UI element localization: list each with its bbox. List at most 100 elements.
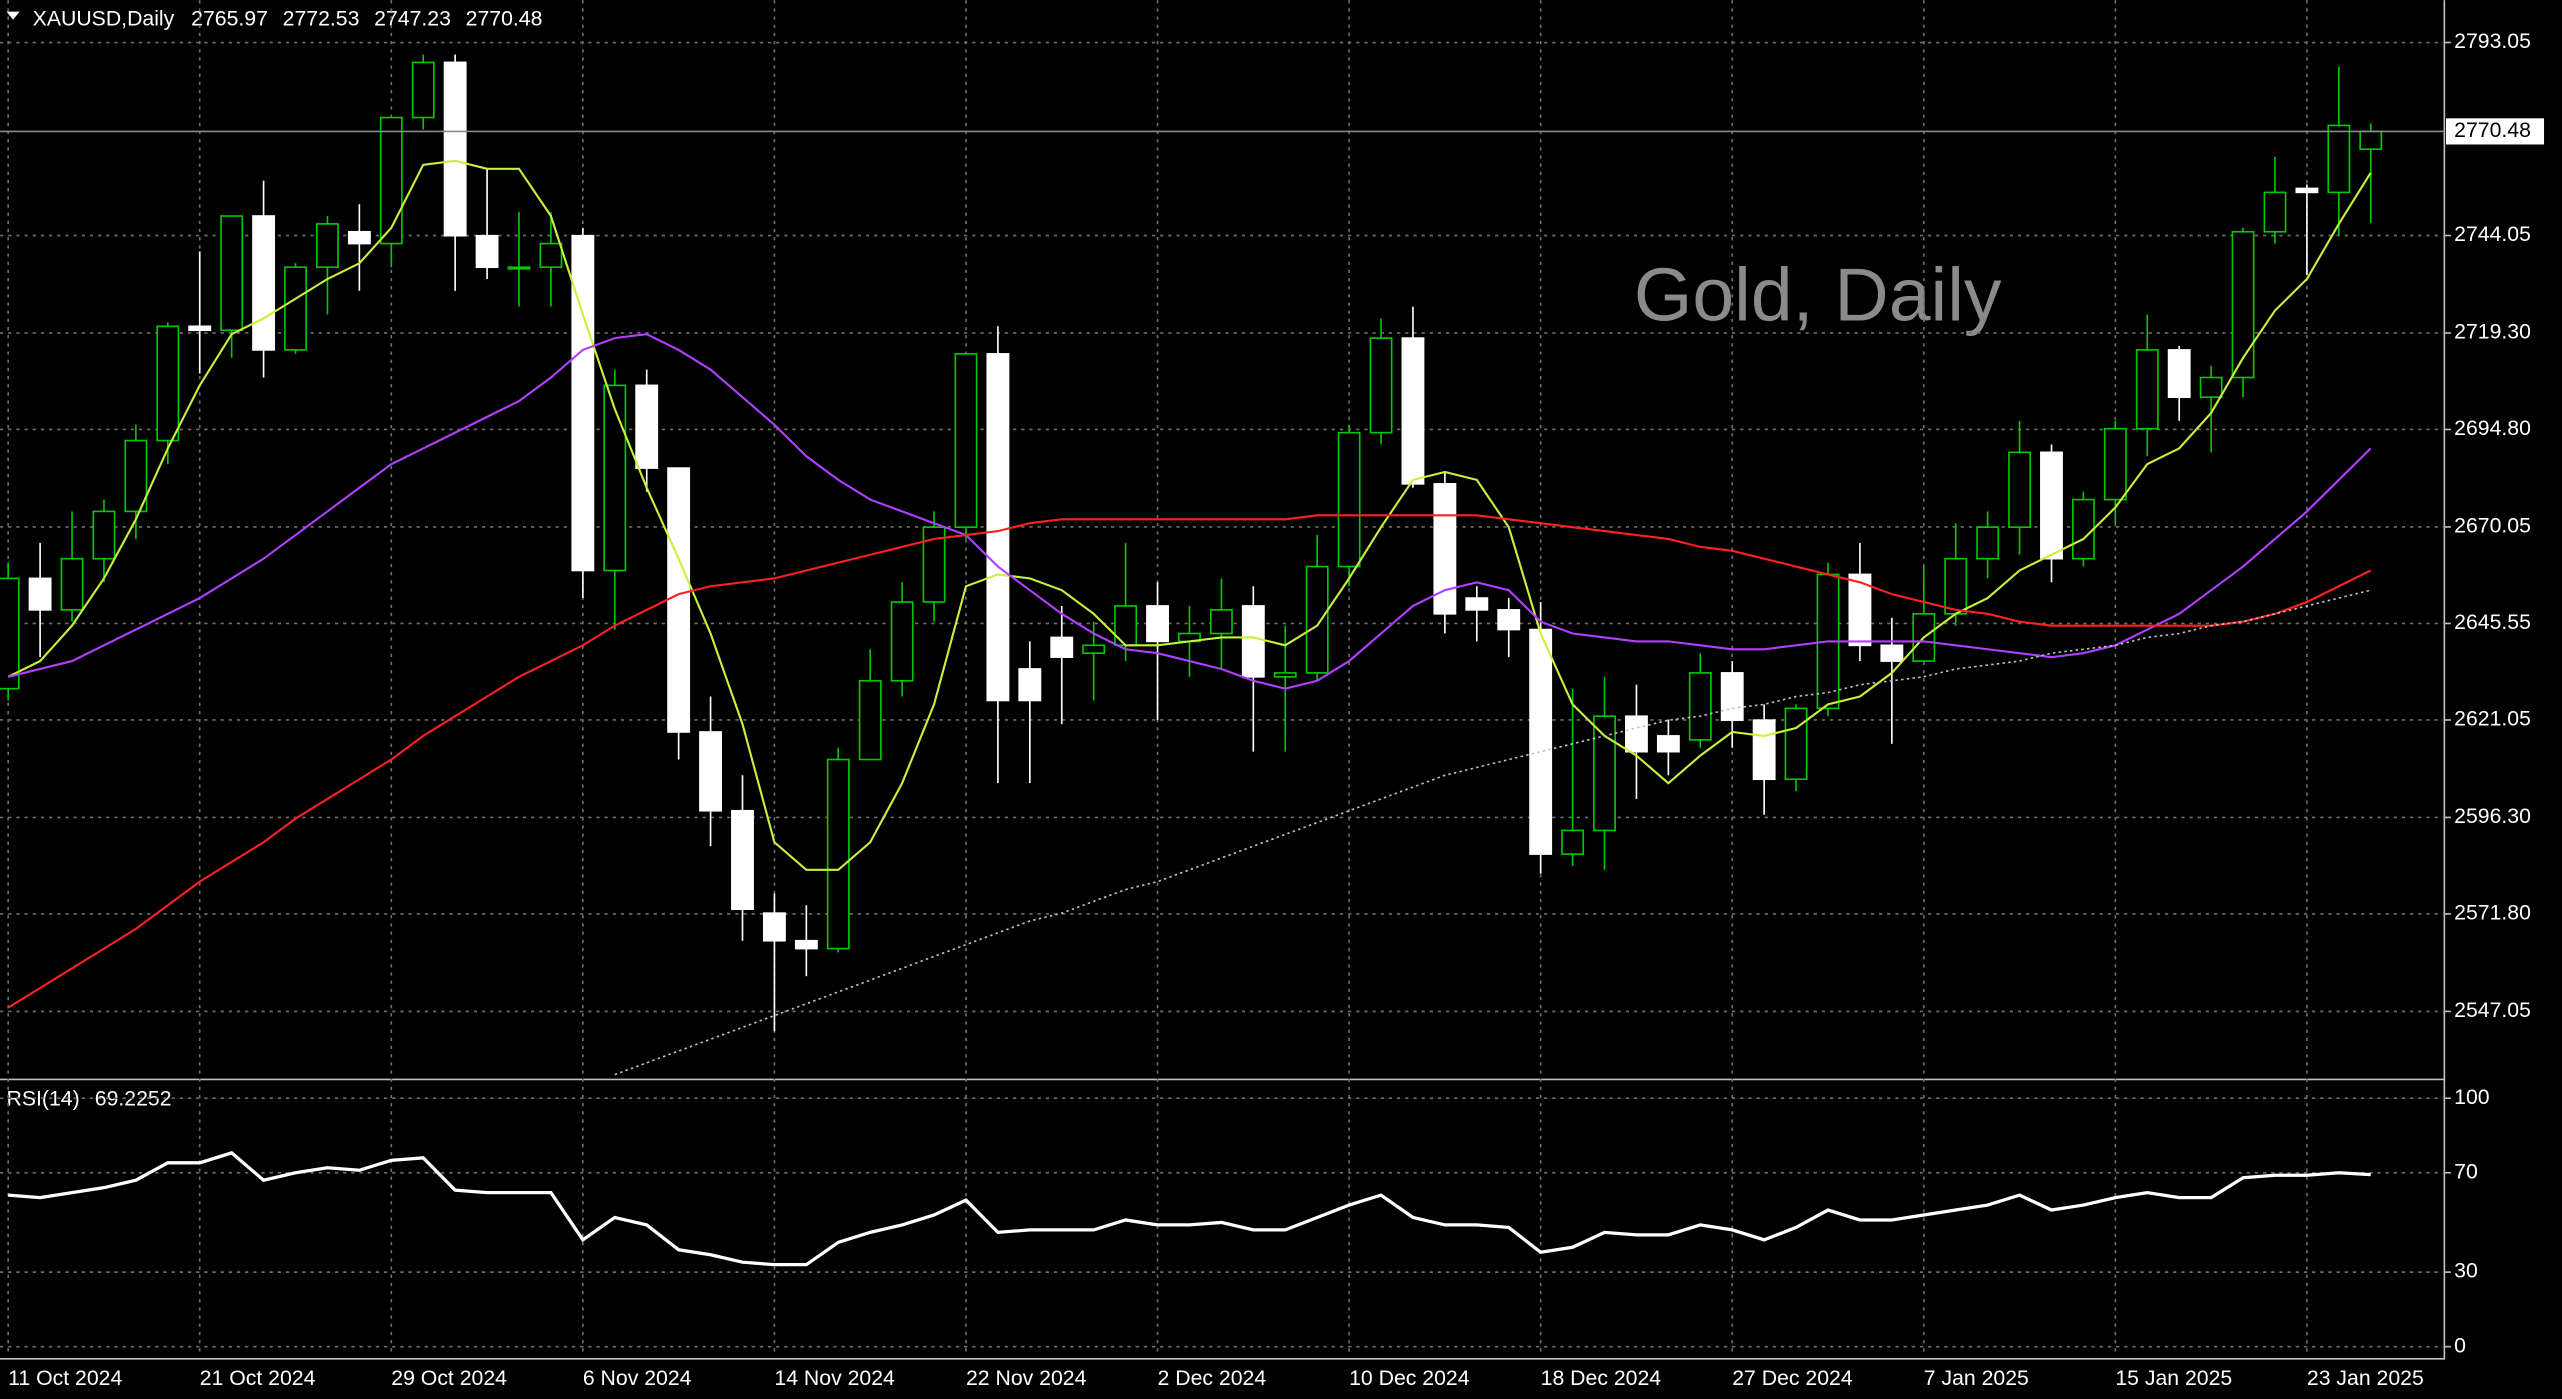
candle-body xyxy=(1146,605,1169,643)
candle-body xyxy=(2167,349,2191,399)
x-tick-label: 10 Dec 2024 xyxy=(1349,1366,1470,1390)
moving-average xyxy=(7,514,2372,1009)
candle-body xyxy=(539,242,563,269)
candle-body xyxy=(762,912,786,942)
candle-body xyxy=(0,577,20,690)
candle-body xyxy=(2327,124,2351,194)
candle-body xyxy=(1465,597,1489,611)
y-tick-label: 0 xyxy=(2454,1333,2466,1357)
candle-body xyxy=(1018,668,1042,702)
x-tick-label: 11 Oct 2024 xyxy=(8,1366,122,1390)
candle-body xyxy=(1273,672,1297,678)
symbol-title: XAUUSD,Daily xyxy=(33,6,175,30)
y-tick-label: 2596.30 xyxy=(2454,804,2531,828)
y-tick-label: 2621.05 xyxy=(2454,707,2531,731)
ohlc-low: 2747.23 xyxy=(374,6,451,30)
candle-body xyxy=(1050,636,1074,658)
ohlc-high: 2772.53 xyxy=(283,6,360,30)
x-tick-label: 6 Nov 2024 xyxy=(583,1366,692,1390)
candle-body xyxy=(284,266,307,351)
candle-body xyxy=(1625,715,1648,753)
candle-body xyxy=(1497,609,1521,631)
candle-body xyxy=(731,809,754,911)
candle-body xyxy=(635,384,659,469)
y-tick-label: 2571.80 xyxy=(2454,901,2531,925)
watermark: Gold, Daily xyxy=(1634,253,2002,337)
rsi-line xyxy=(8,1151,2371,1267)
x-tick-label: 23 Jan 2025 xyxy=(2307,1366,2424,1390)
candle-body xyxy=(60,557,84,611)
y-tick-label: 2645.55 xyxy=(2454,610,2531,634)
candle-body xyxy=(220,215,244,332)
x-tick-label: 14 Nov 2024 xyxy=(774,1366,895,1390)
candle-body xyxy=(1241,605,1265,678)
candle-body xyxy=(92,510,116,560)
candle-body xyxy=(1369,337,1393,434)
candle-body xyxy=(379,116,403,245)
ohlc-open: 2765.97 xyxy=(191,6,268,30)
y-tick-label: 30 xyxy=(2454,1259,2478,1283)
x-tick-label: 22 Nov 2024 xyxy=(966,1366,1087,1390)
candle-body xyxy=(1976,526,2000,560)
candle-body xyxy=(699,731,723,812)
candle-body xyxy=(794,939,818,950)
candle-body xyxy=(1561,829,1585,855)
moving-average xyxy=(7,333,2372,690)
x-tick-label: 18 Dec 2024 xyxy=(1541,1366,1662,1390)
candle-body xyxy=(1529,628,1553,855)
candle-body xyxy=(156,325,180,442)
candle-body xyxy=(986,353,1010,702)
candle-body xyxy=(1752,719,1776,781)
candle-body xyxy=(1688,672,1712,741)
candle-body xyxy=(1401,337,1425,485)
candle-body xyxy=(1880,644,1904,662)
y-tick-label: 2547.05 xyxy=(2454,998,2531,1022)
candle-body xyxy=(1784,707,1808,781)
candle-body xyxy=(124,439,148,513)
candle-body xyxy=(2135,349,2159,430)
candle-body xyxy=(2040,451,2063,560)
x-tick-label: 29 Oct 2024 xyxy=(391,1366,507,1390)
candle-body xyxy=(2359,130,2383,150)
x-tick-label: 21 Oct 2024 xyxy=(200,1366,316,1390)
candle-body xyxy=(954,353,978,528)
candle-body xyxy=(411,61,435,119)
candle-body xyxy=(2103,427,2127,501)
candle-body xyxy=(2071,498,2095,560)
candle-body xyxy=(1337,431,1361,568)
candle-body xyxy=(316,223,339,269)
y-tick-label: 2793.05 xyxy=(2454,29,2531,53)
price-label-box xyxy=(2445,118,2545,145)
candle-body xyxy=(1593,715,1616,832)
candle-body xyxy=(2199,376,2223,399)
y-tick-label: 2744.05 xyxy=(2454,222,2531,246)
y-tick-label: 100 xyxy=(2454,1085,2489,1109)
y-tick-label: 70 xyxy=(2454,1159,2478,1183)
candle-body xyxy=(28,577,52,611)
y-tick-label: 2719.30 xyxy=(2454,320,2531,344)
candle-body xyxy=(2008,451,2032,528)
x-tick-label: 27 Dec 2024 xyxy=(1732,1366,1853,1390)
candle-body xyxy=(1082,644,1106,655)
candle-body xyxy=(1720,672,1744,721)
candle-body xyxy=(571,234,595,572)
candle-body xyxy=(2295,187,2319,194)
candle-body xyxy=(890,601,914,682)
candle-body xyxy=(188,325,212,332)
moving-average xyxy=(7,159,2372,871)
candle-body xyxy=(603,384,627,572)
candle-body xyxy=(1848,573,1872,647)
candle-body xyxy=(2263,191,2287,233)
candle-body xyxy=(826,758,850,950)
candle-body xyxy=(507,266,531,270)
candle-body xyxy=(475,234,499,269)
menu-arrow xyxy=(6,11,20,20)
candle-body xyxy=(443,61,467,237)
candle-body xyxy=(1656,735,1680,753)
ohlc-close: 2770.48 xyxy=(466,6,543,30)
price-label: 2770.48 xyxy=(2454,118,2531,142)
y-tick-label: 2670.05 xyxy=(2454,514,2531,538)
candle-body xyxy=(252,215,276,351)
candle-body xyxy=(1944,557,1968,615)
